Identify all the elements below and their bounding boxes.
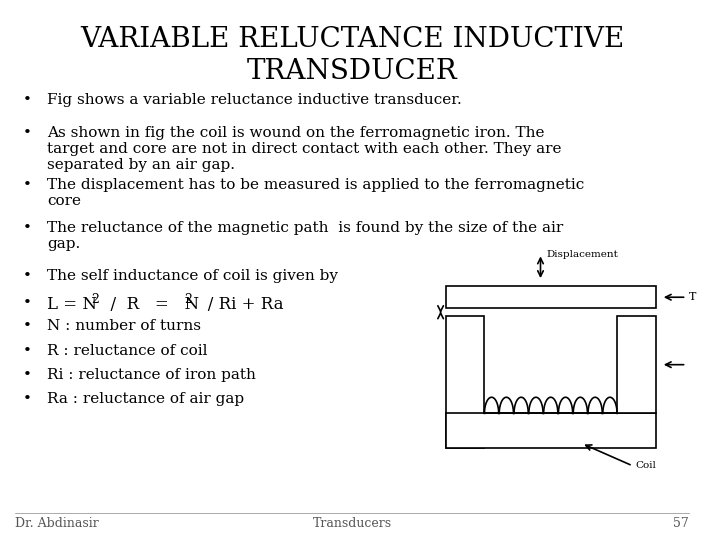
Text: TRANSDUCER: TRANSDUCER — [247, 58, 458, 85]
Text: Transducers: Transducers — [312, 517, 392, 530]
Bar — [446, 286, 656, 308]
Text: As shown in fig the coil is wound on the ferromagnetic iron. The
target and core: As shown in fig the coil is wound on the… — [47, 126, 562, 172]
Text: •: • — [22, 320, 31, 333]
Text: •: • — [22, 93, 31, 107]
Text: 2: 2 — [184, 293, 192, 306]
Text: R : reluctance of coil: R : reluctance of coil — [47, 343, 207, 357]
Text: Coil: Coil — [635, 461, 656, 470]
Text: •: • — [22, 178, 31, 192]
Text: •: • — [22, 296, 31, 310]
Bar — [617, 316, 656, 414]
Text: Dr. Abdinasir: Dr. Abdinasir — [15, 517, 99, 530]
Text: Ri : reluctance of iron path: Ri : reluctance of iron path — [47, 368, 256, 382]
Text: / Ri + Ra: / Ri + Ra — [192, 296, 284, 313]
Text: VARIABLE RELUCTANCE INDUCTIVE: VARIABLE RELUCTANCE INDUCTIVE — [80, 25, 624, 52]
Bar — [446, 414, 656, 448]
Text: The reluctance of the magnetic path  is found by the size of the air
gap.: The reluctance of the magnetic path is f… — [47, 220, 563, 251]
Text: 2: 2 — [91, 293, 99, 306]
Text: •: • — [22, 343, 31, 357]
Text: •: • — [22, 269, 31, 283]
Bar — [446, 316, 484, 448]
Text: N : number of turns: N : number of turns — [47, 320, 201, 333]
Text: L = N: L = N — [47, 296, 97, 313]
Text: •: • — [22, 126, 31, 140]
Text: Fig shows a variable reluctance inductive transducer.: Fig shows a variable reluctance inductiv… — [47, 93, 462, 107]
Text: T: T — [689, 292, 696, 302]
Text: Ra : reluctance of air gap: Ra : reluctance of air gap — [47, 392, 244, 406]
Text: •: • — [22, 220, 31, 234]
Text: The displacement has to be measured is applied to the ferromagnetic
core: The displacement has to be measured is a… — [47, 178, 584, 208]
Text: •: • — [22, 368, 31, 382]
Text: •: • — [22, 392, 31, 406]
Text: /  R   =   N: / R = N — [99, 296, 199, 313]
Text: Displacement: Displacement — [546, 250, 618, 259]
Text: The self inductance of coil is given by: The self inductance of coil is given by — [47, 269, 338, 283]
Text: 57: 57 — [673, 517, 689, 530]
